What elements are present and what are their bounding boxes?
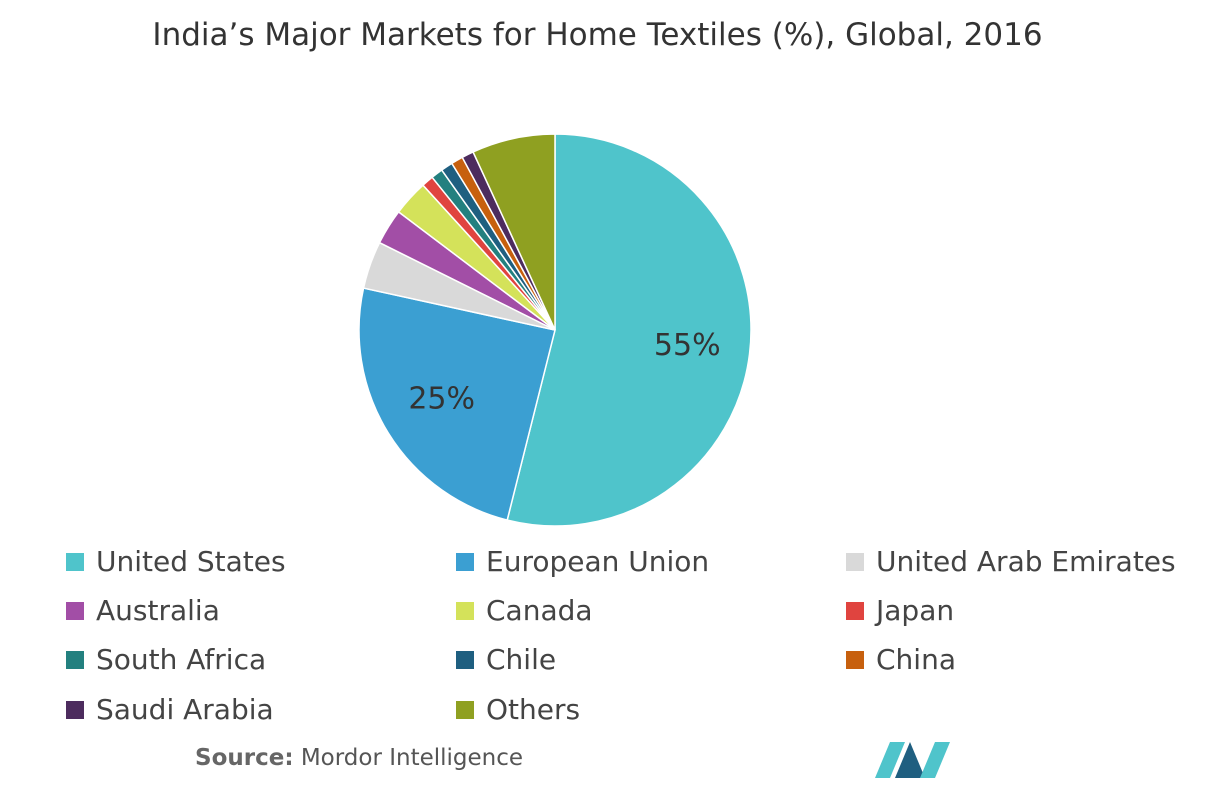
- value-label: 25%: [408, 382, 475, 417]
- legend-item: Japan: [846, 594, 954, 627]
- legend-item: Canada: [456, 594, 593, 627]
- legend-item: United Arab Emirates: [846, 545, 1176, 578]
- legend-item: China: [846, 643, 956, 676]
- pie-slice: [472, 133, 556, 331]
- source: Source: Mordor Intelligence: [195, 745, 523, 771]
- legend-label: Saudi Arabia: [96, 693, 274, 726]
- legend-label: Australia: [96, 594, 220, 627]
- legend-item: Others: [456, 693, 580, 726]
- source-label: Source:: [195, 745, 294, 771]
- legend-swatch: [456, 601, 474, 620]
- legend-swatch: [66, 650, 84, 669]
- legend-label: Canada: [486, 594, 593, 627]
- legend-label: United States: [96, 545, 286, 578]
- legend-swatch: [66, 552, 84, 571]
- source-text: Mordor Intelligence: [300, 745, 524, 771]
- legend-label: Japan: [876, 594, 955, 627]
- legend-swatch: [66, 601, 84, 620]
- legend-swatch: [456, 700, 474, 719]
- legend-label: Chile: [486, 643, 557, 676]
- legend-item: European Union: [456, 545, 709, 578]
- pie-slice: [358, 287, 556, 521]
- value-label: 55%: [654, 328, 721, 363]
- logo: [875, 742, 950, 778]
- legend-item: United States: [66, 545, 286, 578]
- legend-label: South Africa: [96, 643, 267, 676]
- legend-item: Saudi Arabia: [66, 693, 274, 726]
- legend-swatch: [846, 650, 864, 669]
- legend-swatch: [846, 601, 864, 620]
- legend-label: European Union: [486, 545, 710, 578]
- legend-label: China: [876, 643, 956, 676]
- legend-swatch: [456, 552, 474, 571]
- legend-swatch: [846, 552, 864, 571]
- legend-label: United Arab Emirates: [876, 545, 1176, 578]
- legend-item: South Africa: [66, 643, 266, 676]
- legend-item: Chile: [456, 643, 556, 676]
- legend-label: Others: [486, 693, 581, 726]
- legend-swatch: [66, 700, 84, 719]
- legend-swatch: [456, 650, 474, 669]
- chart-title: India’s Major Markets for Home Textiles …: [152, 17, 1043, 53]
- pie-slice: [506, 133, 752, 527]
- legend-item: Australia: [66, 594, 220, 627]
